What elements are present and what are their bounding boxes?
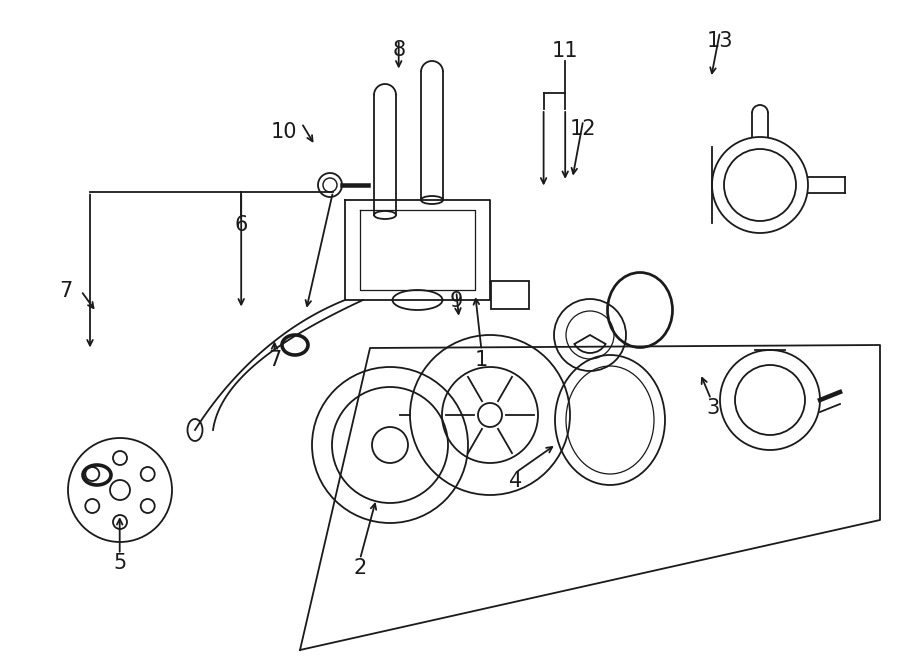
Text: 4: 4 [509,471,522,491]
Text: 2: 2 [354,559,366,578]
Text: 8: 8 [392,40,405,59]
Text: 12: 12 [570,119,597,139]
Text: 3: 3 [706,399,719,418]
Circle shape [478,403,502,427]
Text: 10: 10 [270,122,297,142]
Circle shape [323,178,337,192]
Text: 7: 7 [268,350,281,370]
Text: 7: 7 [59,281,72,301]
Text: 13: 13 [706,31,733,51]
Text: 1: 1 [475,350,488,370]
Text: 11: 11 [552,41,579,61]
Text: 5: 5 [113,553,126,573]
Text: 9: 9 [450,291,463,311]
Text: 6: 6 [235,215,248,235]
